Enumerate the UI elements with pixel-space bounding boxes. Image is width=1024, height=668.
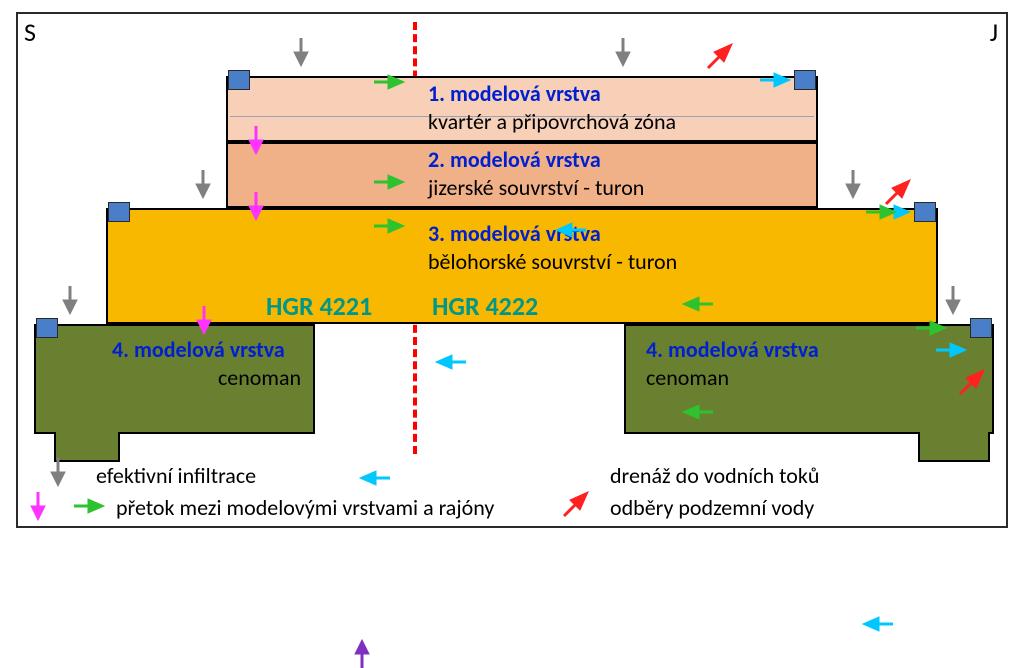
arrow-red-2 — [886, 204, 1024, 354]
corner-j: J — [990, 16, 998, 48]
inner-border: S J 1. modelová vrstva kvartér a připovr… — [16, 12, 1008, 528]
legend-infiltration: efektivní infiltrace — [96, 462, 256, 489]
drain-box-l4a — [36, 318, 58, 338]
legend-grn-icon — [74, 506, 374, 656]
legend-abstraction: odběry podzemní vody — [610, 494, 814, 521]
diagram-frame: S J 1. modelová vrstva kvartér a připovr… — [0, 0, 1024, 540]
arrow-grn-3l — [413, 262, 713, 412]
drain-box-l1-left — [228, 70, 250, 90]
legend-drainage: drenáž do vodních toků — [610, 462, 819, 489]
legend-red-icon — [564, 516, 864, 666]
corner-s: S — [24, 16, 36, 48]
arrow-red-3 — [960, 394, 1024, 544]
drain-box-l3-left — [108, 202, 130, 222]
arrow-red-1 — [708, 68, 1008, 218]
legend-overflow: přetok mezi modelovými vrstvami a rajóny — [116, 494, 494, 521]
